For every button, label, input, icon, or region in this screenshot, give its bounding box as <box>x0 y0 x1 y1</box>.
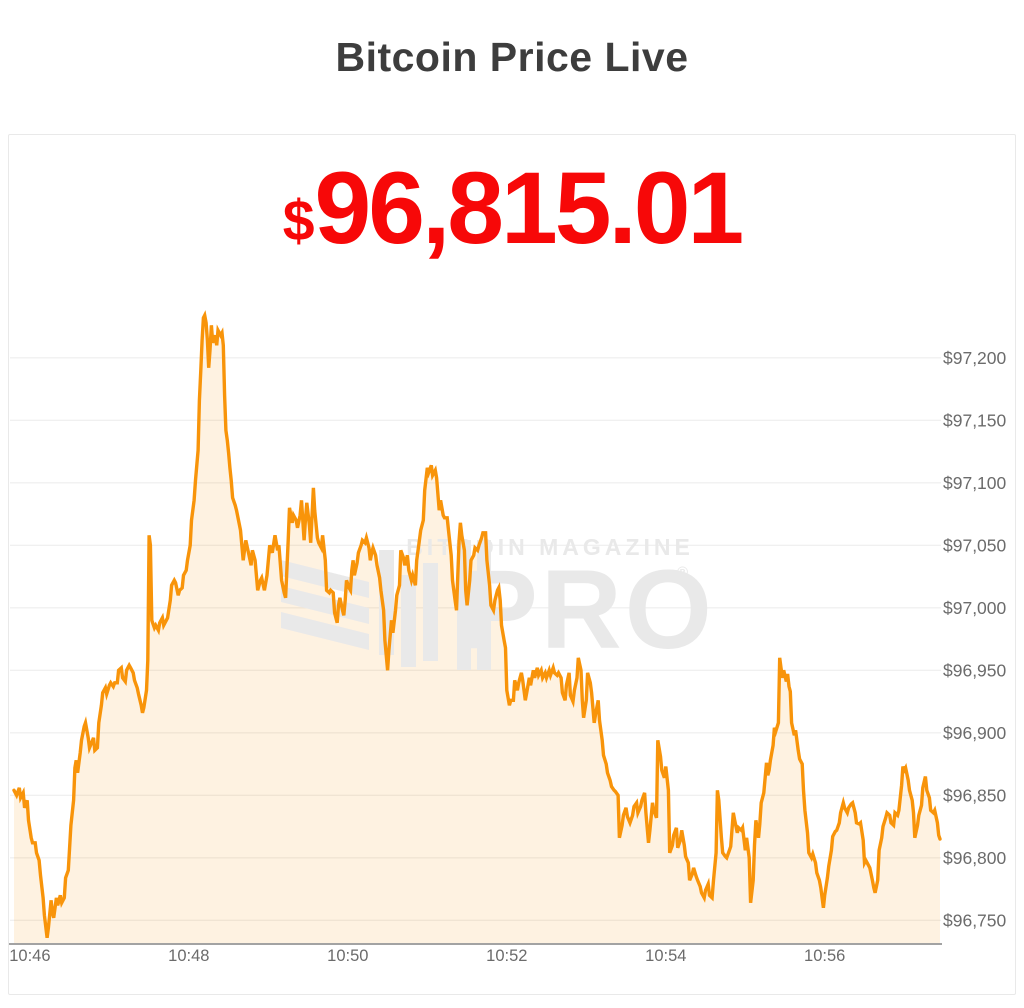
y-axis-tick-label: $96,900 <box>943 723 1007 743</box>
x-axis-tick-label: 10:56 <box>804 947 845 965</box>
x-axis-tick-label: 10:46 <box>9 947 50 965</box>
bitcoin-magazine-pro-watermark: BITCOIN MAGAZINE PRO ® <box>281 534 712 672</box>
y-axis-tick-label: $96,950 <box>943 660 1007 680</box>
y-axis-tick-label: $97,050 <box>943 535 1007 555</box>
y-axis-tick-label: $96,800 <box>943 848 1007 868</box>
x-axis-tick-label: 10:48 <box>168 947 209 965</box>
price-line-path <box>12 310 942 939</box>
y-axis-tick-label: $97,150 <box>943 410 1007 430</box>
registered-trademark-icon: ® <box>677 564 688 581</box>
price-value: 96,815.01 <box>314 151 744 265</box>
x-axis-labels: 10:46 10:48 10:50 10:52 10:54 10:56 <box>9 947 845 965</box>
gridlines <box>10 357 941 921</box>
x-axis-tick-label: 10:50 <box>327 947 368 965</box>
chart-card: BITCOIN MAGAZINE PRO ® $97,200 $97,150 $97… <box>8 134 1016 995</box>
price-chart[interactable]: BITCOIN MAGAZINE PRO ® $97,200$97,150$97… <box>9 135 1015 994</box>
y-axis-tick-label: $97,000 <box>943 598 1007 618</box>
bitcoin-magazine-logo-icon <box>281 540 491 670</box>
y-axis-tick-label: $97,200 <box>943 348 1007 368</box>
currency-symbol: $ <box>282 189 315 254</box>
y-axis-tick-label: $96,750 <box>943 910 1007 930</box>
price-line <box>12 310 942 939</box>
x-axis-tick-label: 10:52 <box>486 947 527 965</box>
y-axis-tick-label: $96,850 <box>943 785 1007 805</box>
page-title: Bitcoin Price Live <box>335 34 689 80</box>
live-price: $96,815.01 <box>9 157 1015 259</box>
watermark-text-bitcoin-magazine: BITCOIN MAGAZINE <box>406 534 694 560</box>
x-axis-tick-label: 10:54 <box>645 947 686 965</box>
y-axis-tick-label: $97,100 <box>943 473 1007 493</box>
y-axis-labels: $97,200 $97,150 $97,100 $97,050 $97,000 $96,9… <box>943 348 1007 931</box>
